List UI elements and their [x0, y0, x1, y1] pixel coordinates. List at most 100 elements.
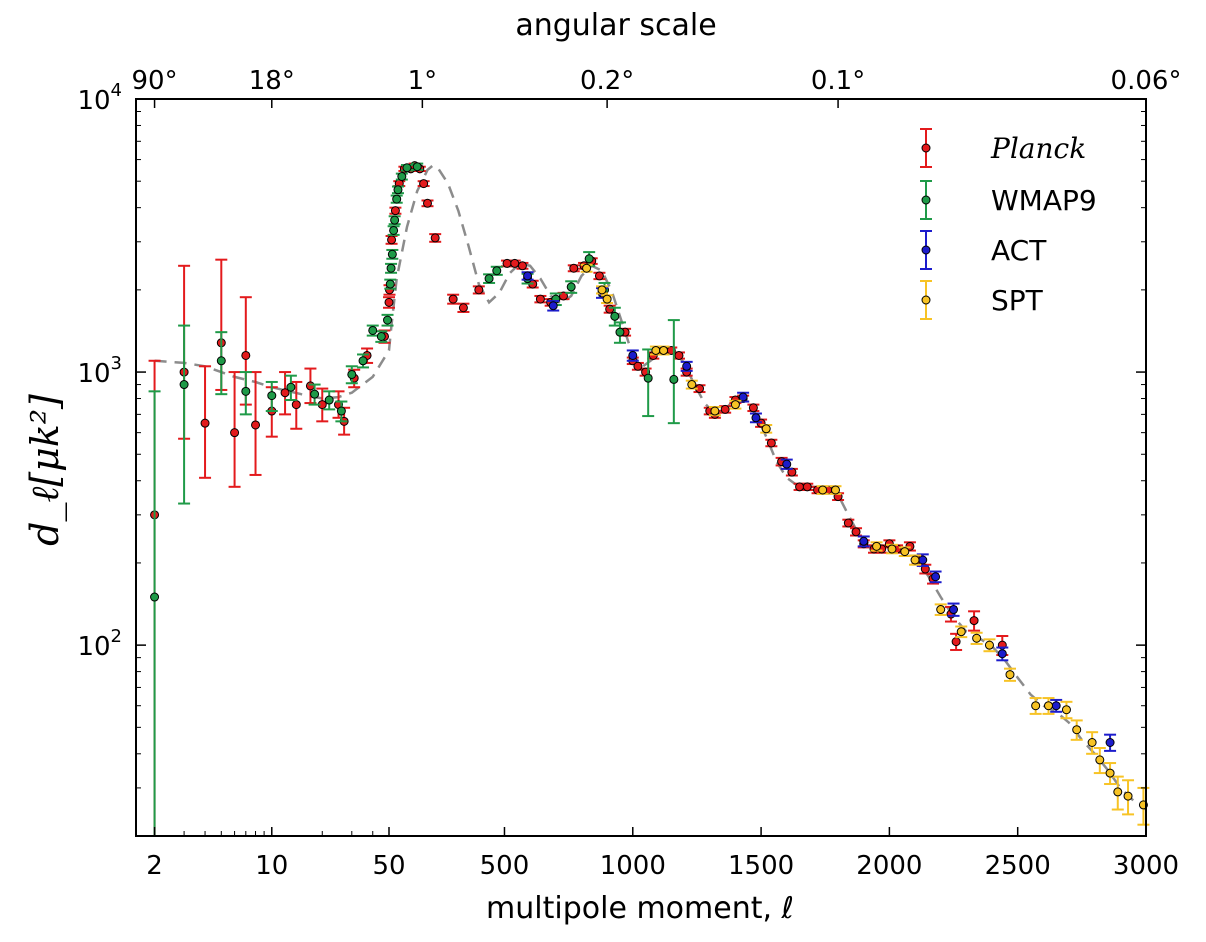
data-point — [385, 279, 395, 289]
x-tick-label: 500 — [480, 851, 530, 881]
data-point — [502, 258, 512, 268]
x-tick-label: 2 — [146, 851, 163, 881]
x-tick-label: 10 — [255, 851, 288, 881]
data-point — [748, 403, 758, 413]
x-axis: 2 10 50 500 1000 1500 2000 2500 3000 — [146, 827, 1179, 881]
data-point — [851, 527, 861, 537]
data-point — [910, 555, 920, 565]
data-point — [397, 172, 407, 182]
x-tick-label: 2000 — [856, 851, 922, 881]
data-point — [517, 261, 527, 271]
data-point — [843, 518, 853, 528]
data-point — [523, 271, 533, 281]
series-act — [521, 271, 1117, 752]
data-point — [390, 215, 400, 225]
data-point — [969, 616, 979, 626]
data-point — [1087, 737, 1097, 747]
data-point — [230, 428, 240, 438]
legend-marker — [921, 295, 931, 305]
data-point — [669, 374, 679, 384]
data-point — [310, 389, 320, 399]
x-tick-label: 2500 — [985, 851, 1051, 881]
x-tick-label: 1500 — [728, 851, 794, 881]
data-point — [859, 536, 869, 546]
data-point — [594, 271, 604, 281]
data-point — [392, 194, 402, 204]
data-point — [389, 225, 399, 235]
data-point — [610, 311, 620, 321]
x-tick-label: 1000 — [600, 851, 666, 881]
data-point — [1005, 670, 1015, 680]
data-point — [448, 294, 458, 304]
y-tick-label: 104 — [77, 80, 122, 116]
data-point — [831, 485, 841, 495]
data-point — [376, 331, 386, 341]
data-point — [387, 249, 397, 259]
data-point — [569, 263, 579, 273]
data-point — [179, 380, 189, 390]
top-tick-label: 0.1° — [811, 66, 865, 96]
x-tick-label: 3000 — [1113, 851, 1179, 881]
data-point — [795, 482, 805, 492]
top-tick-label: 90° — [132, 66, 178, 96]
data-point — [972, 633, 982, 643]
legend: Planck WMAP9 ACT SPT — [920, 128, 1097, 320]
legend-marker — [921, 195, 931, 205]
data-point — [216, 356, 226, 366]
data-point — [633, 361, 643, 371]
data-point — [1095, 755, 1105, 765]
data-point — [720, 404, 730, 414]
top-tick-label: 18° — [249, 66, 295, 96]
data-point — [659, 345, 669, 355]
y-tick-label: 102 — [77, 626, 122, 662]
data-point — [687, 380, 697, 390]
top-axis-label: angular scale — [515, 8, 716, 43]
data-point — [458, 303, 468, 313]
data-point — [387, 235, 397, 245]
data-point — [474, 285, 484, 295]
data-point — [510, 258, 520, 268]
data-point — [305, 381, 315, 391]
data-point — [200, 418, 210, 428]
data-point — [535, 294, 545, 304]
data-point — [286, 382, 296, 392]
data-point — [280, 388, 290, 398]
top-axis-ticks: 90° 18° 1° 0.2° 0.1° 0.06° — [132, 66, 1182, 108]
x-axis-title: multipole moment, ℓ — [486, 891, 794, 926]
top-tick-label: 0.06° — [1111, 66, 1182, 96]
legend-label-wmap9: WMAP9 — [991, 184, 1097, 217]
data-point — [386, 263, 396, 273]
data-point — [730, 400, 740, 410]
data-point — [368, 325, 378, 335]
data-point — [584, 254, 594, 264]
data-point — [358, 356, 368, 366]
legend-marker — [921, 143, 931, 153]
data-point — [1051, 701, 1061, 711]
data-point — [566, 282, 576, 292]
data-point — [900, 547, 910, 557]
y-tick-label: 103 — [77, 353, 122, 389]
data-point — [682, 361, 692, 371]
x-tick-label: 50 — [372, 851, 405, 881]
series-wmap9 — [148, 162, 680, 836]
data-point — [1072, 725, 1082, 735]
legend-label-act: ACT — [991, 234, 1047, 267]
data-point — [1113, 787, 1123, 797]
data-point — [241, 350, 251, 360]
data-point — [1061, 705, 1071, 715]
data-point — [597, 285, 607, 295]
legend-marker — [921, 245, 931, 255]
data-point — [548, 301, 558, 311]
data-point — [956, 627, 966, 637]
top-tick-label: 1° — [408, 66, 438, 96]
data-point — [384, 297, 394, 307]
data-series-layer — [148, 161, 1150, 836]
data-point — [887, 544, 897, 554]
data-point — [643, 373, 653, 383]
data-point — [782, 459, 792, 469]
data-point — [615, 327, 625, 337]
data-point — [291, 400, 301, 410]
data-point — [761, 424, 771, 434]
data-point — [738, 392, 748, 402]
data-point — [1105, 768, 1115, 778]
